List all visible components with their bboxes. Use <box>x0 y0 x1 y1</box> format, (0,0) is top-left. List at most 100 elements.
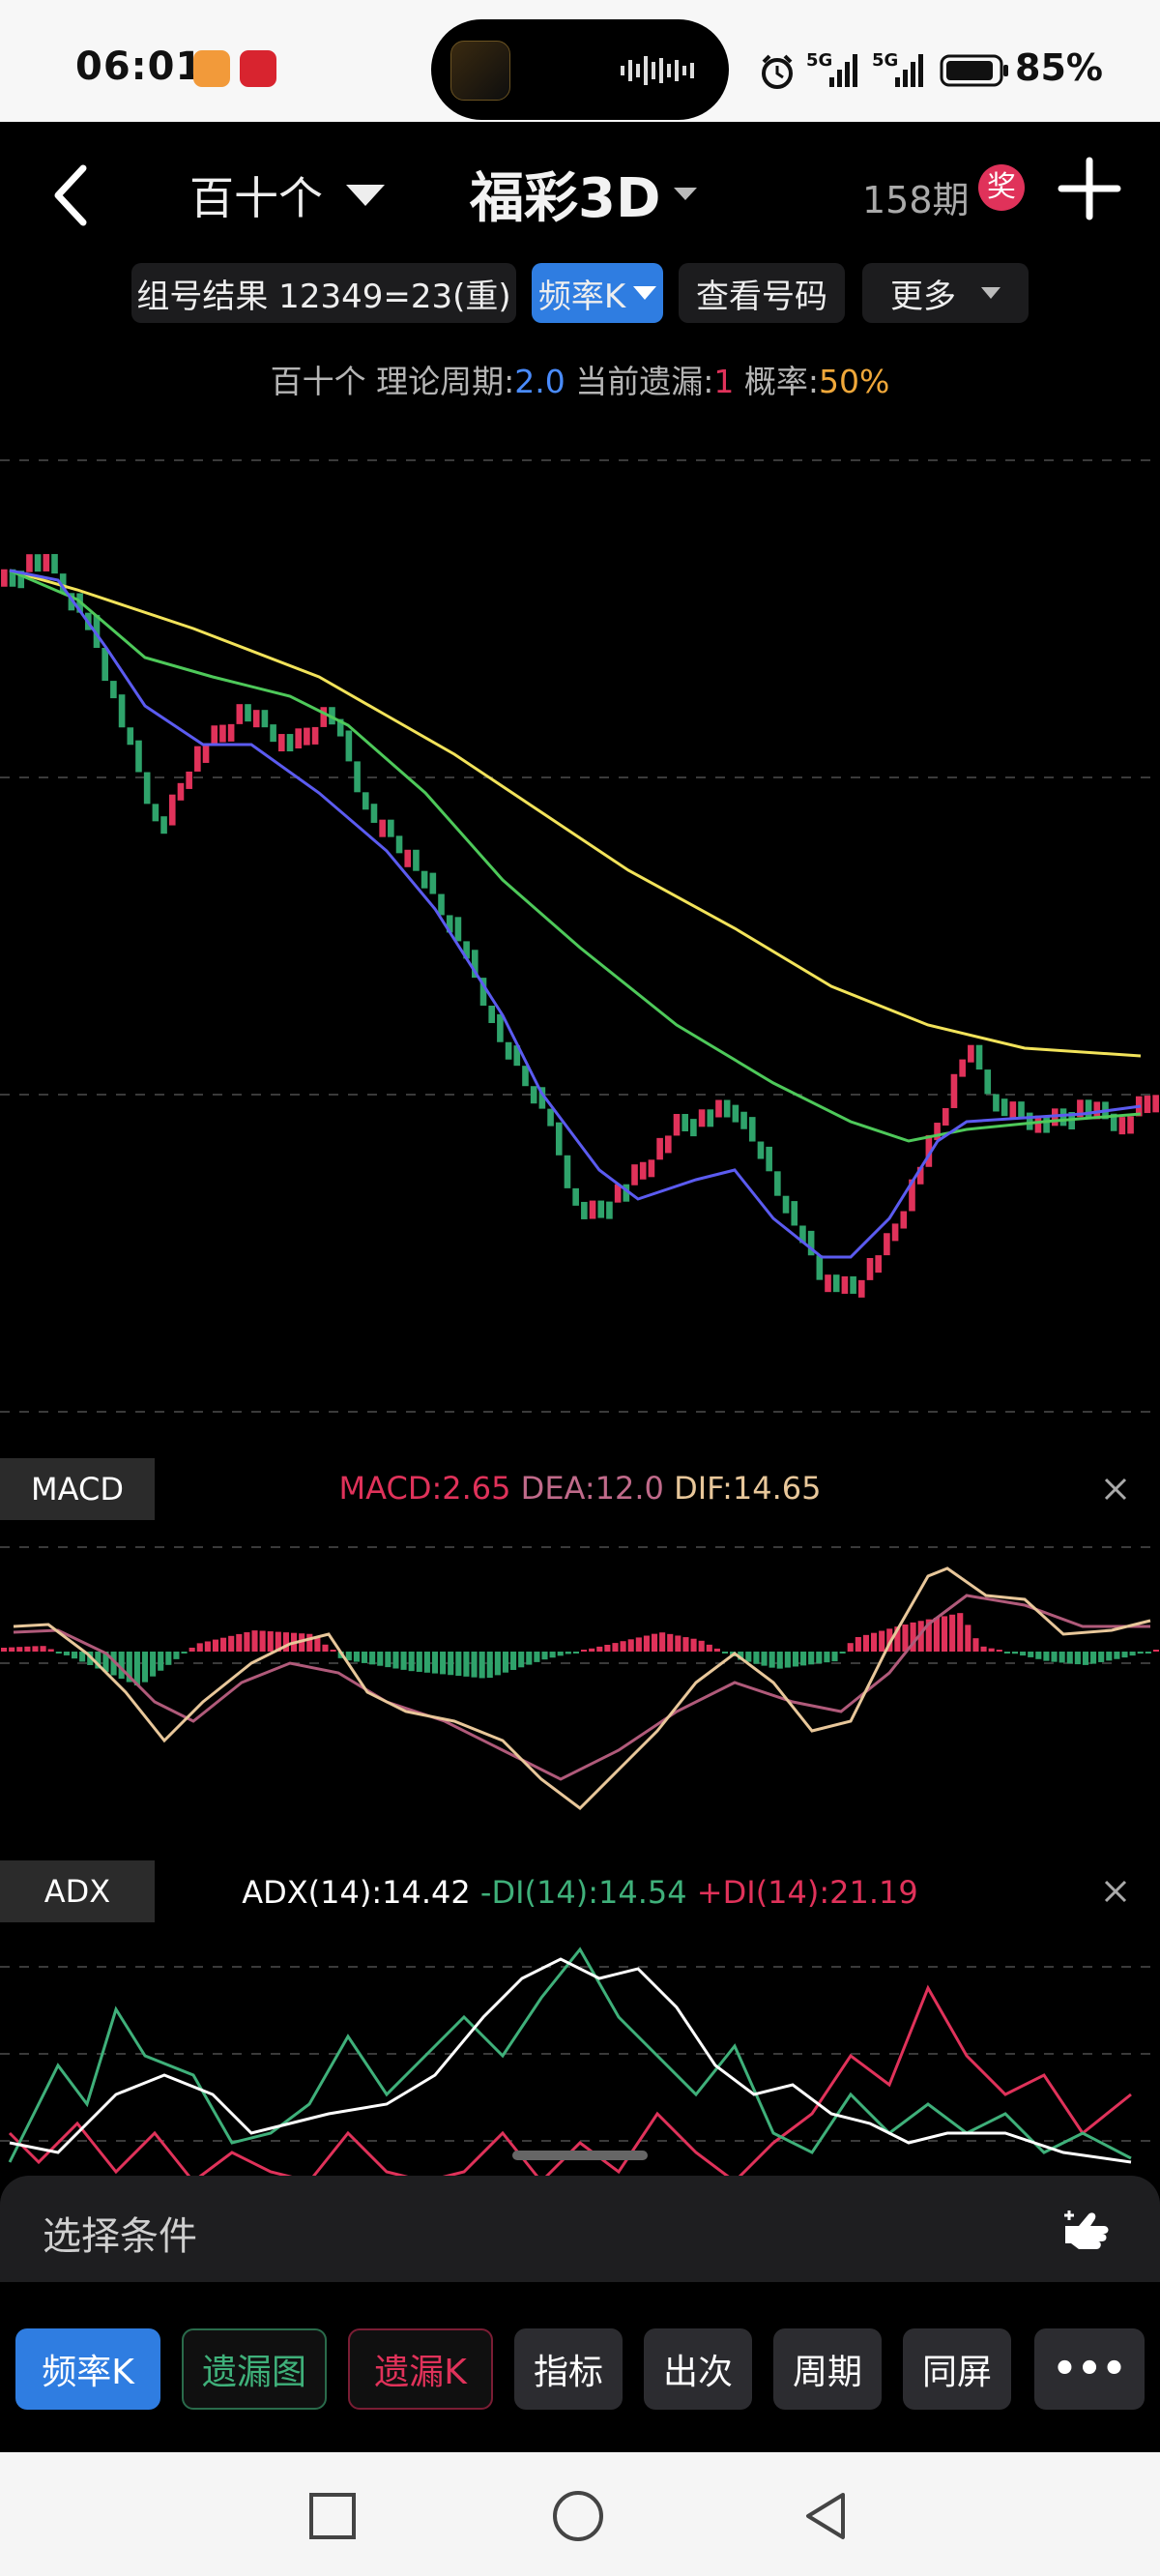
candle <box>304 727 310 746</box>
condition-label: 选择条件 <box>43 2214 197 2259</box>
macd-bar <box>369 1652 376 1665</box>
macd-bar <box>345 1652 352 1661</box>
recent-apps-icon[interactable] <box>307 2491 358 2541</box>
tab-indicator[interactable]: 指标 <box>514 2328 623 2410</box>
macd-bar <box>1035 1652 1042 1659</box>
candle <box>538 1087 546 1109</box>
macd-bar <box>1114 1652 1120 1659</box>
adx-values: ADX(14):14.42 -DI(14):14.54 +DI(14):21.1… <box>0 1874 1160 1911</box>
macd-bar <box>792 1652 799 1667</box>
home-icon[interactable] <box>551 2489 605 2543</box>
tab-period[interactable]: 周期 <box>773 2328 882 2410</box>
candle <box>438 893 445 916</box>
candle <box>1085 1099 1092 1118</box>
candle <box>597 1200 605 1218</box>
condition-sheet[interactable]: 选择条件 <box>0 2151 1160 2282</box>
macd-bar <box>478 1652 485 1679</box>
tab-same-screen[interactable]: 同屏 <box>903 2328 1011 2410</box>
macd-bar <box>79 1652 86 1662</box>
macd-bar <box>165 1652 172 1665</box>
plus-di-value: +DI(14):21.19 <box>696 1874 918 1911</box>
sheet-drag-handle[interactable] <box>512 2151 648 2160</box>
macd-bar <box>236 1633 243 1652</box>
add-icon[interactable] <box>1058 157 1121 220</box>
prize-badge[interactable]: 奖 <box>978 164 1025 211</box>
chevron-down-icon <box>981 287 1000 299</box>
macd-bar <box>1098 1652 1105 1662</box>
macd-bar <box>133 1652 140 1686</box>
candle <box>1 569 8 587</box>
candle <box>555 1122 563 1156</box>
back-arrow-icon[interactable] <box>46 161 104 230</box>
candle <box>748 1117 756 1142</box>
tab-missing-chart[interactable]: 遗漏图 <box>182 2328 327 2410</box>
chevron-down-icon <box>674 187 698 200</box>
macd-bar <box>150 1652 157 1677</box>
candle <box>245 704 251 722</box>
macd-bar <box>917 1621 924 1652</box>
candle <box>589 1200 596 1219</box>
tab-freq-k[interactable]: 频率K <box>15 2328 160 2410</box>
candle <box>59 573 67 594</box>
macd-bar <box>1020 1652 1027 1656</box>
candle <box>463 941 470 959</box>
close-macd-icon[interactable] <box>1100 1474 1131 1505</box>
tab-more-options[interactable]: ••• <box>1034 2328 1145 2410</box>
macd-bar <box>141 1652 149 1683</box>
macd-bar <box>526 1652 533 1665</box>
freq-k-dropdown[interactable]: 频率K <box>532 263 663 323</box>
alarm-icon <box>762 54 793 89</box>
macd-bar <box>455 1652 462 1677</box>
group-result-button[interactable]: 组号结果 12349=23(重) <box>131 263 516 323</box>
candle <box>51 553 58 574</box>
hand-point-icon[interactable] <box>1059 2205 1114 2255</box>
candle <box>110 681 117 699</box>
dea-value: DEA:12.0 <box>520 1470 664 1507</box>
macd-bar <box>1129 1652 1136 1656</box>
candle <box>1152 1095 1159 1113</box>
position-selector[interactable]: 百十个 <box>189 161 385 230</box>
tab-missing-k[interactable]: 遗漏K <box>348 2328 493 2410</box>
close-adx-icon[interactable] <box>1100 1876 1131 1907</box>
minus-di-value: -DI(14):14.54 <box>479 1874 687 1911</box>
macd-bar <box>565 1652 571 1654</box>
lottery-selector[interactable]: 福彩3D <box>470 155 698 232</box>
missing-label: 当前遗漏: <box>565 363 714 400</box>
dynamic-island <box>431 19 729 120</box>
period-count[interactable]: 158期 <box>862 179 970 221</box>
macd-panel-label[interactable]: MACD <box>0 1458 155 1520</box>
frequency-k-chart[interactable] <box>0 425 1160 1431</box>
candle <box>211 725 218 746</box>
macd-bar <box>502 1652 509 1673</box>
macd-bar <box>1090 1652 1097 1664</box>
macd-bar <box>24 1646 31 1652</box>
missing-value: 1 <box>713 363 735 400</box>
candle <box>320 707 328 727</box>
back-nav-icon[interactable] <box>798 2489 853 2543</box>
ma-mid-line <box>9 569 1142 1143</box>
candle <box>1009 1101 1017 1120</box>
macd-bar <box>1 1648 8 1652</box>
macd-bar <box>16 1647 23 1652</box>
macd-bar <box>972 1638 979 1652</box>
tab-occurrence[interactable]: 出次 <box>644 2328 752 2410</box>
candle <box>26 554 33 572</box>
macd-bar <box>267 1631 274 1652</box>
dif-line <box>13 1566 1151 1810</box>
tab-indicator-label: 指标 <box>533 2353 603 2392</box>
more-dots-icon: ••• <box>1052 2347 1127 2391</box>
macd-bar <box>118 1652 125 1680</box>
tab-same-screen-label: 同屏 <box>921 2353 992 2392</box>
candle <box>648 1159 655 1178</box>
more-dropdown[interactable]: 更多 <box>862 263 1029 323</box>
candle <box>488 1006 495 1023</box>
candle <box>102 648 108 682</box>
candle <box>454 917 462 942</box>
candle <box>236 704 244 724</box>
chevron-down-icon <box>346 185 385 206</box>
macd-bar <box>800 1652 807 1666</box>
macd-bar <box>40 1646 46 1652</box>
view-numbers-button[interactable]: 查看号码 <box>679 263 845 323</box>
macd-bar <box>675 1635 682 1652</box>
adx-panel-label[interactable]: ADX <box>0 1860 155 1922</box>
